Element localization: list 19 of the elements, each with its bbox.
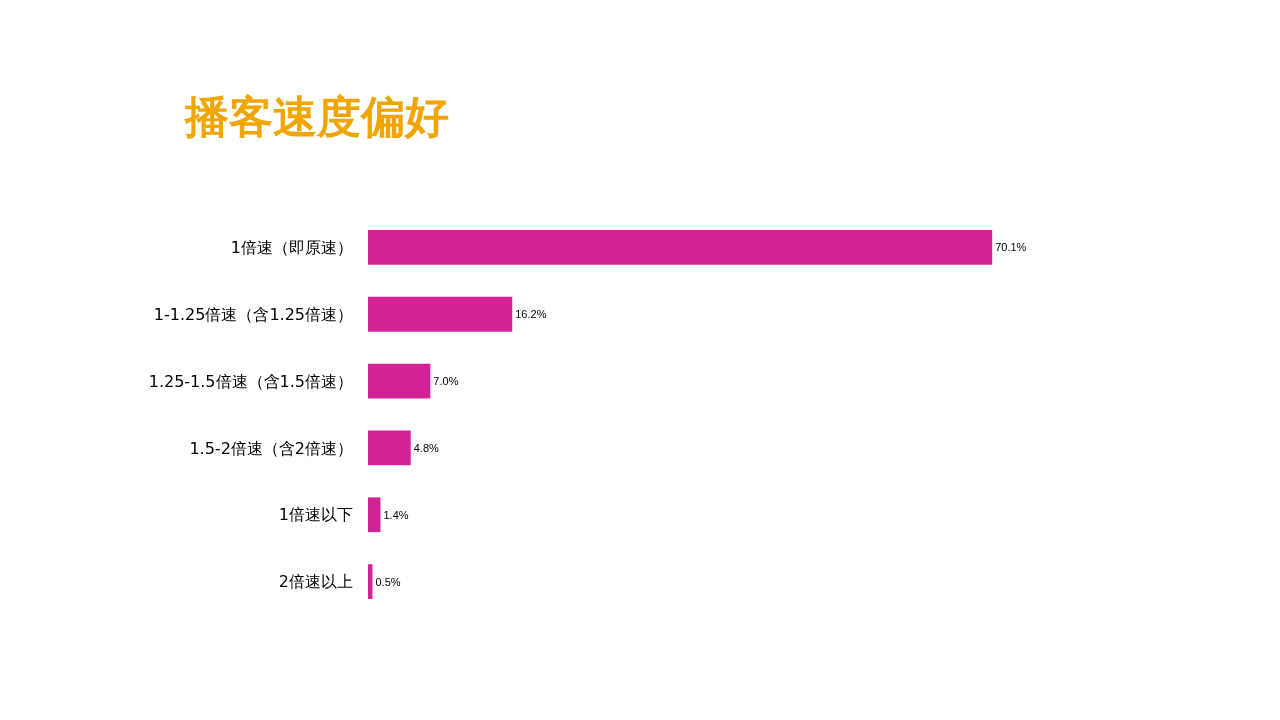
- y-tick-label: 1倍速（即原速）: [230, 238, 353, 258]
- bar: [368, 430, 411, 466]
- bar: [368, 296, 513, 332]
- bar: [368, 564, 373, 599]
- y-tick-label: 2倍速以上: [278, 572, 353, 592]
- chart-title: 播客速度偏好: [183, 91, 449, 143]
- data-label: 7.0%: [433, 375, 459, 388]
- y-tick-label: 1.5-2倍速（含2倍速）: [189, 438, 353, 458]
- data-label: 1.4%: [383, 508, 409, 521]
- y-tick-label: 1-1.25倍速（含1.25倍速）: [153, 304, 353, 324]
- bar: [368, 230, 993, 265]
- data-label: 70.1%: [995, 241, 1027, 254]
- data-label: 0.5%: [375, 575, 401, 588]
- bar: [368, 363, 431, 399]
- y-tick-label: 1倍速以下: [278, 505, 353, 525]
- data-label: 4.8%: [413, 441, 440, 454]
- y-tick-label: 1.25-1.5倍速（含1.5倍速）: [148, 371, 353, 391]
- bar: [368, 497, 381, 533]
- data-label: 16.2%: [515, 308, 547, 321]
